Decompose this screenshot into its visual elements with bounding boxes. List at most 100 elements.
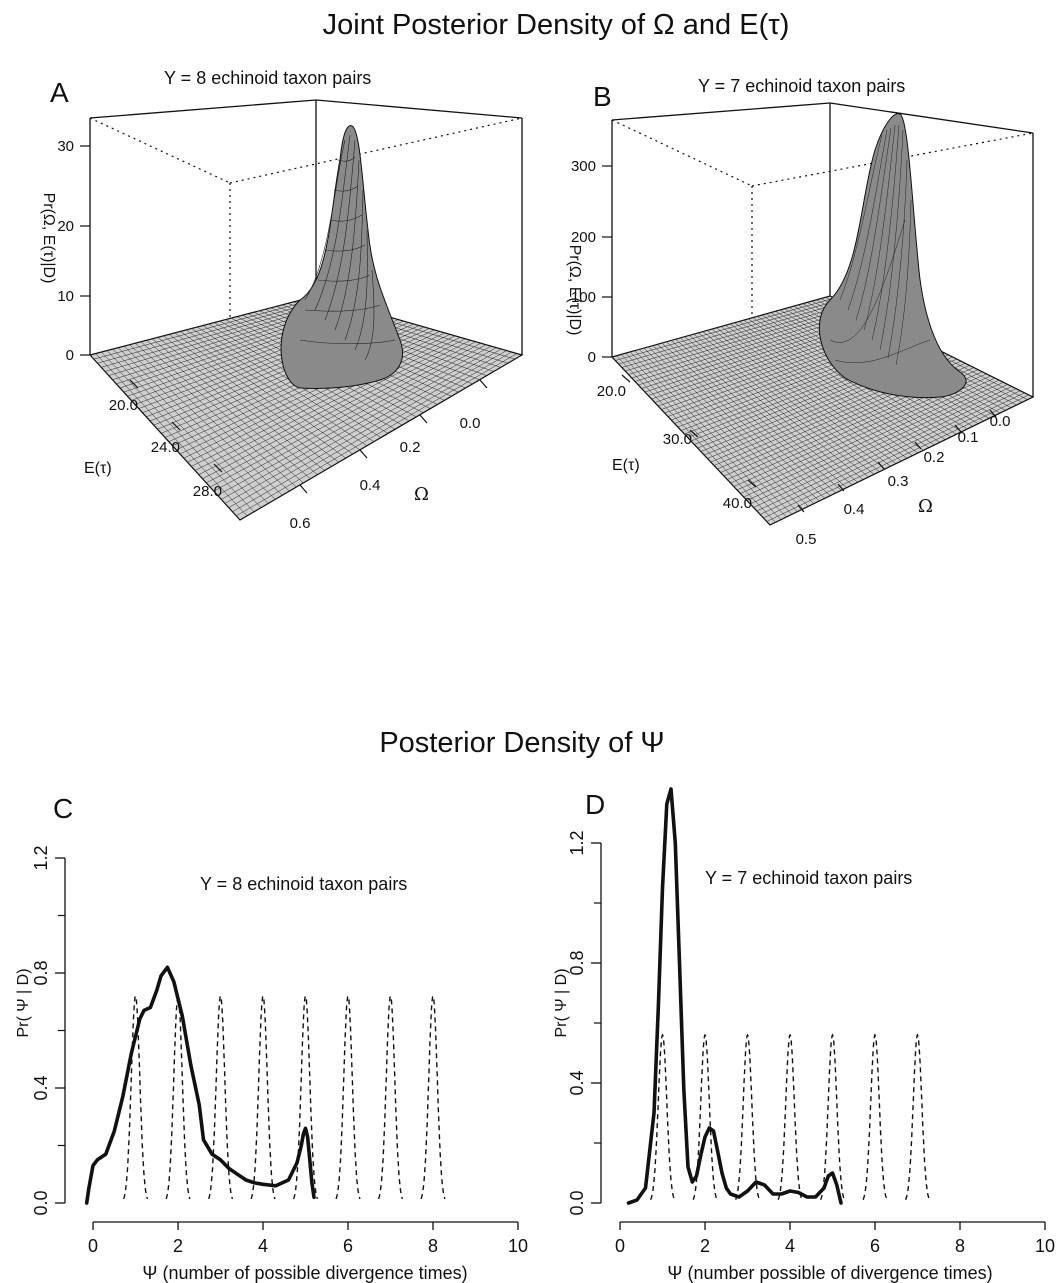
surface-grid-line bbox=[180, 331, 353, 455]
surface-grid-line bbox=[652, 345, 820, 502]
panel-a-y-label: Ω bbox=[414, 484, 429, 505]
surface-grid-line bbox=[140, 341, 304, 484]
surface-grid-line bbox=[629, 351, 793, 515]
panel-d: D Y = 7 echinoid taxon pairs 0 2 4 6 8 100.00… bbox=[553, 787, 1055, 1283]
y-tick-label: 0.8 bbox=[567, 950, 587, 975]
surface-grid-line bbox=[661, 342, 831, 496]
surface-grid-line bbox=[634, 350, 798, 512]
panel-b-peak-mesh bbox=[829, 124, 931, 366]
x-tick-label: 0 bbox=[615, 1236, 625, 1256]
panel-a-y-tick-1: 0.2 bbox=[400, 439, 421, 456]
prior-density-curve bbox=[649, 1033, 676, 1200]
panel-b-y-axis bbox=[797, 409, 997, 513]
surface-grid-line bbox=[748, 318, 935, 446]
surface-grid-line bbox=[689, 335, 864, 480]
surface-grid-line bbox=[684, 336, 858, 483]
panel-a-hidden-edges bbox=[89, 117, 523, 355]
surface-grid-line bbox=[168, 334, 339, 463]
surface-grid-line bbox=[146, 340, 311, 479]
surface-grid-line bbox=[625, 353, 787, 518]
panel-d-plot bbox=[626, 787, 931, 1205]
prior-density-curve bbox=[777, 1033, 803, 1200]
surface-grid-line bbox=[702, 331, 880, 472]
panel-c-plot bbox=[84, 965, 446, 1205]
y-tick-label: 0.0 bbox=[567, 1190, 587, 1215]
surface-grid-line bbox=[725, 325, 908, 459]
x-tick-label: 10 bbox=[1035, 1236, 1055, 1256]
panel-d-x-label: Ψ (number possible of divergence times) bbox=[667, 1263, 992, 1283]
surface-grid-line bbox=[95, 353, 248, 517]
surface-grid-line bbox=[729, 323, 913, 456]
panel-a-z-axis bbox=[80, 145, 90, 356]
panel-b-y-tick-1: 0.1 bbox=[958, 429, 979, 446]
prior-density-curve bbox=[250, 994, 276, 1200]
panel-a-y-tick-2: 0.4 bbox=[360, 477, 381, 494]
panel-b-hidden-edges bbox=[611, 119, 1034, 357]
panel-b-z-tick-0: 0 bbox=[588, 349, 596, 366]
panel-b-x-tick-2: 40.0 bbox=[723, 495, 752, 512]
prior-density-curve bbox=[377, 994, 404, 1200]
panel-d-letter: D bbox=[585, 789, 605, 820]
y-tick-label: 0.4 bbox=[31, 1075, 51, 1100]
surface-grid-line bbox=[174, 332, 346, 459]
surface-grid-line bbox=[739, 321, 924, 451]
panel-b-x-axis bbox=[621, 374, 757, 488]
panel-a-y-axis bbox=[299, 379, 488, 494]
x-tick-label: 4 bbox=[258, 1236, 268, 1256]
posterior-density-curve bbox=[84, 965, 316, 1205]
panel-c-y-label: Pr( Ψ | D) bbox=[15, 968, 32, 1037]
panel-c-axes: 0 2 4 6 8 10 0.0 0.4 0.8 1.2 bbox=[31, 845, 528, 1256]
surface-grid-line bbox=[711, 328, 891, 467]
surface-grid-line bbox=[639, 349, 804, 510]
y-tick-label: 1.2 bbox=[31, 845, 51, 870]
y-tick-label: 1.2 bbox=[567, 830, 587, 855]
x-tick-label: 4 bbox=[785, 1236, 795, 1256]
prior-density-curve bbox=[819, 1033, 846, 1200]
panel-b-box bbox=[611, 102, 1034, 397]
surface-grid-line bbox=[716, 327, 897, 464]
surface-grid-line bbox=[734, 322, 919, 454]
panel-b-y-tick-5: 0.5 bbox=[796, 531, 817, 548]
x-tick-label: 2 bbox=[700, 1236, 710, 1256]
panel-a-letter: A bbox=[50, 77, 69, 108]
panel-c-subtitle: Y = 8 echinoid taxon pairs bbox=[200, 874, 407, 894]
surface-grid-line bbox=[191, 328, 368, 446]
surface-grid-line bbox=[720, 326, 902, 462]
surface-grid-line bbox=[679, 337, 853, 486]
panel-b-y-label: Ω bbox=[918, 496, 933, 517]
surface-grid-line bbox=[657, 344, 825, 499]
panel-b-subtitle: Y = 7 echinoid taxon pairs bbox=[698, 76, 905, 96]
panel-b-y-tick-2: 0.2 bbox=[924, 449, 945, 466]
surface-grid-line bbox=[106, 350, 262, 508]
surface-grid-line bbox=[185, 329, 360, 451]
prior-density-curve bbox=[904, 1033, 931, 1200]
prior-density-curve bbox=[420, 994, 446, 1200]
prior-density-curve bbox=[292, 994, 319, 1200]
surface-grid-line bbox=[118, 347, 276, 500]
panel-a-x-label: E(τ) bbox=[84, 460, 112, 477]
surface-grid-line bbox=[707, 330, 886, 470]
x-tick-label: 8 bbox=[428, 1236, 438, 1256]
surface-grid-line bbox=[698, 332, 875, 475]
x-tick-label: 10 bbox=[508, 1236, 528, 1256]
panel-b-x-label: E(τ) bbox=[612, 457, 640, 474]
x-tick-label: 6 bbox=[343, 1236, 353, 1256]
panel-a-z-tick-2: 20 bbox=[57, 218, 74, 235]
posterior-density-curve bbox=[626, 787, 843, 1205]
panel-b-y-tick-4: 0.4 bbox=[844, 501, 865, 518]
panel-a-y-tick-3: 0.6 bbox=[290, 515, 311, 532]
panel-a-z-tick-1: 10 bbox=[57, 288, 74, 305]
surface-grid-line bbox=[643, 347, 809, 507]
panel-a-subtitle: Y = 8 echinoid taxon pairs bbox=[164, 68, 371, 88]
y-tick-label: 0.0 bbox=[31, 1190, 51, 1215]
panel-c-letter: C bbox=[53, 793, 73, 824]
surface-grid-line bbox=[135, 343, 297, 488]
surface-grid-line bbox=[151, 338, 318, 475]
panel-a-z-tick-0: 0 bbox=[66, 347, 74, 364]
surface-grid-line bbox=[163, 335, 332, 467]
surface-grid-line bbox=[129, 344, 290, 492]
panel-d-axes: 0 2 4 6 8 10 0.0 0.4 0.8 1.2 bbox=[567, 830, 1055, 1256]
prior-density-curve bbox=[122, 994, 149, 1200]
surface-grid-line bbox=[693, 333, 869, 478]
